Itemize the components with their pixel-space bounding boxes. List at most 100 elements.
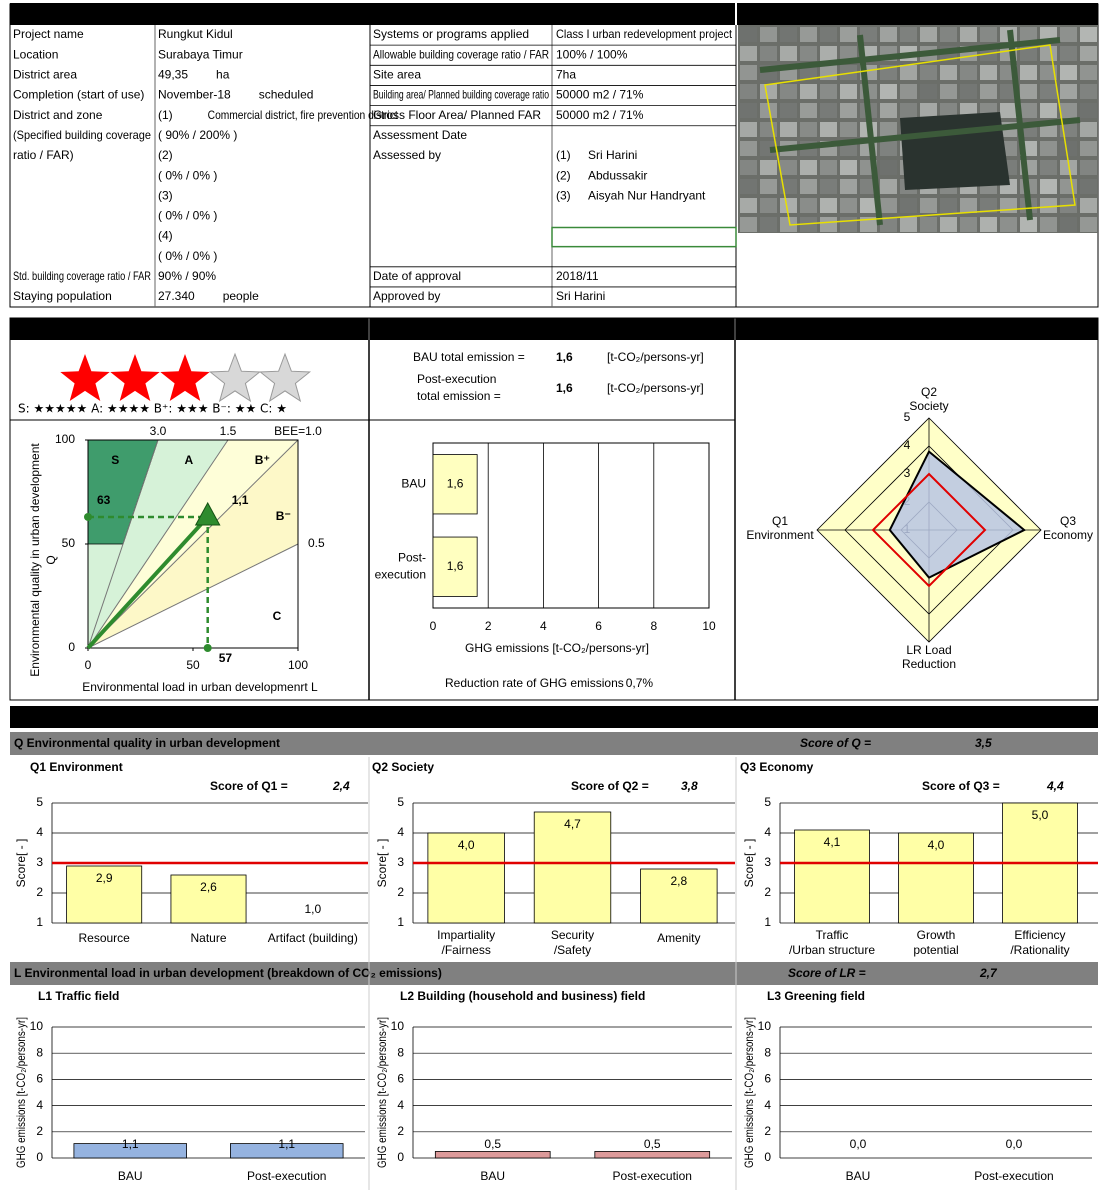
row-value: Surabaya Timur (158, 47, 243, 61)
y-tick-label: 2 (36, 885, 43, 899)
bar (898, 832, 974, 924)
value-label: 0,5 (484, 1137, 501, 1151)
y-tick-label: 0 (397, 1150, 404, 1164)
y-axis-label: Score[ - ] (375, 839, 389, 888)
photo-block (820, 103, 837, 118)
row-label: Project name (13, 27, 84, 41)
photo-block (800, 198, 817, 213)
photo-block (880, 103, 897, 118)
rank-star (60, 354, 110, 401)
chart-title: L2 Building (household and business) fie… (400, 989, 645, 1003)
r-tick-label: 5 (904, 410, 911, 424)
photo-block (1060, 46, 1077, 61)
y-tick-label: 50 (62, 536, 76, 550)
photo-block (740, 179, 757, 194)
photo-block (1020, 103, 1037, 118)
photo-block (1000, 84, 1017, 99)
photo-block (780, 46, 797, 61)
photo-block (800, 65, 817, 80)
photo-block (960, 217, 977, 232)
rank-legend: S: ★★★★★ A: ★★★★ B⁺: ★★★ B⁻: ★★ C: ★ (18, 402, 287, 416)
row-value: 100% / 100% (556, 47, 628, 61)
chart-title: Q2 Society (372, 760, 434, 774)
photo-block (840, 160, 857, 175)
y-tick-label: 4 (764, 825, 771, 839)
value-label: 1,6 (447, 476, 464, 490)
y-axis-label: Environmental quality in urban developme… (28, 443, 42, 677)
row-value: Sri Harini (556, 289, 605, 303)
photo-block (820, 160, 837, 175)
bee-line-label: 1.5 (220, 424, 237, 438)
bar (794, 829, 870, 924)
x-tick-label: 0 (85, 658, 92, 672)
chart-title: Q1 Environment (30, 760, 123, 774)
photo-block (900, 217, 917, 232)
reduction-label: Reduction rate of GHG emissions (445, 676, 624, 690)
photo-block (820, 84, 837, 99)
score-value: 4,4 (1046, 779, 1064, 793)
photo-block (920, 198, 937, 213)
category-label: BAU (480, 1169, 505, 1183)
photo-boundary (764, 44, 1076, 226)
row-label: Location (13, 47, 58, 61)
section-header (370, 318, 734, 340)
photo-block (1040, 84, 1057, 99)
photo-block (1040, 103, 1057, 118)
row-label: Systems or programs applied (373, 27, 529, 41)
y-axis-label: GHG emissions [t-CO₂/persons-yr] (375, 1017, 389, 1168)
photo-block (740, 103, 757, 118)
band-score-label: Score of Q = (800, 736, 871, 750)
photo-block (800, 46, 817, 61)
photo-block (1060, 179, 1077, 194)
bar (73, 1143, 187, 1159)
photo-block (880, 27, 897, 42)
photo-block (1080, 141, 1097, 156)
bar (66, 865, 143, 924)
x-tick-label: 8 (650, 619, 657, 633)
photo-block (780, 217, 797, 232)
y-tick-label: 8 (764, 1045, 771, 1059)
photo-block (800, 84, 817, 99)
axis-category: Q3 (1060, 514, 1076, 528)
photo-block (780, 27, 797, 42)
category-label: Post- (398, 550, 426, 564)
section-header (10, 318, 368, 340)
photo-block (840, 122, 857, 137)
category-label: /Urban structure (789, 943, 875, 957)
photo-block (1060, 65, 1077, 80)
photo-block (1040, 46, 1057, 61)
y-tick-label: 10 (30, 1019, 44, 1033)
y-tick-label: 3 (764, 855, 771, 869)
photo-block (760, 27, 777, 42)
row-value: 7ha (556, 68, 576, 82)
photo-block (1000, 103, 1017, 118)
photo-block (960, 27, 977, 42)
y-axis-label: GHG emissions [t-CO₂/persons-yr] (742, 1017, 756, 1168)
photo-block (800, 217, 817, 232)
y-tick-label: 10 (758, 1019, 772, 1033)
post-label: total emission = (417, 389, 501, 403)
bee-line (87, 543, 299, 649)
row-index: (3) (556, 188, 571, 202)
category-band (10, 732, 1098, 755)
row-value: (1) (158, 108, 173, 122)
x-tick-label: 6 (595, 619, 602, 633)
photo-block (1080, 84, 1097, 99)
photo-block (880, 122, 897, 137)
post-unit: [t-CO₂/persons-yr] (607, 381, 704, 395)
row-label: (Specified building coverage (13, 128, 151, 142)
row-label: District and zone (13, 108, 103, 122)
y-tick-label: 100 (55, 432, 75, 446)
photo-block (900, 103, 917, 118)
x-axis-label: GHG emissions [t-CO₂/persons-yr] (465, 641, 649, 655)
bar (640, 868, 718, 924)
photo-block (760, 217, 777, 232)
y-tick-label: 4 (36, 825, 43, 839)
y-tick-label: 0 (764, 1150, 771, 1164)
photo-block (900, 65, 917, 80)
y-tick-label: 8 (36, 1045, 43, 1059)
rank-star (110, 354, 160, 401)
photo-block (1080, 122, 1097, 137)
value-label: 4,0 (928, 838, 945, 852)
value-label: 2,8 (670, 874, 687, 888)
